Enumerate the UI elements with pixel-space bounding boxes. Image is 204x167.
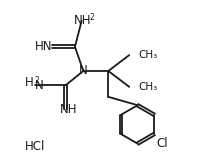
- Text: Cl: Cl: [156, 137, 168, 150]
- Text: 2: 2: [34, 76, 39, 85]
- Text: NH: NH: [73, 14, 91, 27]
- Text: N: N: [79, 64, 87, 77]
- Text: N: N: [34, 79, 43, 92]
- Text: HCl: HCl: [24, 140, 45, 153]
- Text: CH₃: CH₃: [138, 82, 157, 92]
- Text: H: H: [25, 76, 34, 89]
- Text: HN: HN: [35, 40, 53, 53]
- Text: CH₃: CH₃: [138, 50, 157, 60]
- Text: 2: 2: [89, 13, 94, 22]
- Text: NH: NH: [59, 103, 77, 116]
